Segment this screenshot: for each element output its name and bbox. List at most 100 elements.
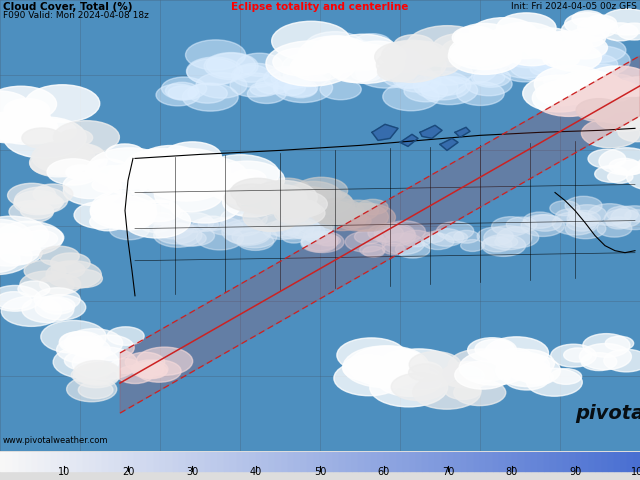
- Bar: [493, 452, 499, 471]
- Ellipse shape: [137, 360, 181, 382]
- Ellipse shape: [570, 46, 630, 76]
- Ellipse shape: [264, 67, 308, 89]
- Bar: [538, 452, 544, 471]
- Text: 10: 10: [58, 467, 70, 477]
- Bar: [26, 452, 32, 471]
- Ellipse shape: [557, 48, 601, 69]
- Ellipse shape: [605, 336, 634, 350]
- Ellipse shape: [223, 187, 282, 217]
- Ellipse shape: [406, 25, 488, 67]
- Ellipse shape: [605, 74, 635, 89]
- Ellipse shape: [576, 98, 622, 122]
- Ellipse shape: [25, 85, 100, 122]
- Bar: [205, 452, 211, 471]
- Bar: [435, 452, 442, 471]
- Bar: [45, 452, 51, 471]
- Ellipse shape: [601, 9, 640, 35]
- Ellipse shape: [220, 215, 264, 236]
- Ellipse shape: [618, 122, 640, 142]
- Ellipse shape: [497, 227, 539, 248]
- Ellipse shape: [71, 368, 100, 382]
- Ellipse shape: [271, 195, 303, 211]
- Ellipse shape: [507, 47, 548, 68]
- Ellipse shape: [186, 57, 243, 85]
- Ellipse shape: [582, 74, 623, 95]
- Bar: [634, 452, 640, 471]
- Ellipse shape: [0, 86, 56, 122]
- Ellipse shape: [374, 223, 415, 243]
- Ellipse shape: [196, 227, 243, 250]
- Ellipse shape: [484, 44, 516, 60]
- Ellipse shape: [42, 149, 92, 174]
- Text: 100: 100: [631, 467, 640, 477]
- Ellipse shape: [53, 346, 118, 379]
- Ellipse shape: [85, 159, 129, 181]
- Ellipse shape: [579, 344, 632, 370]
- Ellipse shape: [164, 174, 214, 199]
- Ellipse shape: [236, 187, 291, 214]
- Ellipse shape: [116, 204, 155, 223]
- Ellipse shape: [303, 188, 332, 202]
- Ellipse shape: [56, 336, 110, 363]
- Bar: [230, 452, 237, 471]
- Ellipse shape: [472, 68, 511, 87]
- Ellipse shape: [8, 183, 56, 207]
- Ellipse shape: [506, 217, 537, 232]
- Ellipse shape: [550, 344, 596, 367]
- Ellipse shape: [556, 209, 585, 224]
- Bar: [627, 452, 634, 471]
- Ellipse shape: [108, 174, 149, 195]
- Bar: [614, 452, 621, 471]
- Ellipse shape: [54, 144, 105, 169]
- Bar: [314, 452, 320, 471]
- Ellipse shape: [567, 210, 600, 227]
- Ellipse shape: [536, 32, 592, 60]
- Ellipse shape: [630, 103, 640, 123]
- Bar: [134, 452, 141, 471]
- Ellipse shape: [122, 210, 154, 227]
- Ellipse shape: [303, 228, 335, 243]
- Ellipse shape: [250, 82, 278, 96]
- Ellipse shape: [618, 23, 640, 40]
- Polygon shape: [420, 125, 442, 138]
- Ellipse shape: [20, 203, 54, 219]
- Ellipse shape: [465, 72, 512, 96]
- Ellipse shape: [0, 216, 49, 254]
- Bar: [621, 452, 627, 471]
- Ellipse shape: [391, 373, 445, 400]
- Bar: [0, 452, 6, 471]
- Ellipse shape: [22, 297, 74, 323]
- Ellipse shape: [330, 59, 378, 83]
- Ellipse shape: [459, 350, 529, 385]
- Bar: [122, 452, 128, 471]
- Ellipse shape: [136, 202, 182, 225]
- Ellipse shape: [51, 253, 90, 273]
- Ellipse shape: [457, 82, 504, 106]
- Ellipse shape: [547, 41, 600, 68]
- Ellipse shape: [90, 196, 157, 229]
- Ellipse shape: [4, 117, 86, 158]
- Ellipse shape: [578, 38, 626, 62]
- Ellipse shape: [505, 39, 559, 66]
- Ellipse shape: [314, 209, 344, 224]
- Ellipse shape: [602, 23, 638, 41]
- Ellipse shape: [18, 122, 58, 142]
- Bar: [307, 452, 314, 471]
- Ellipse shape: [382, 243, 404, 254]
- Ellipse shape: [326, 44, 404, 84]
- Ellipse shape: [236, 53, 283, 76]
- Ellipse shape: [521, 215, 564, 237]
- Ellipse shape: [519, 369, 548, 384]
- Ellipse shape: [348, 346, 429, 386]
- Bar: [608, 452, 614, 471]
- Ellipse shape: [375, 226, 416, 246]
- Ellipse shape: [161, 77, 207, 100]
- Ellipse shape: [328, 34, 399, 70]
- Ellipse shape: [557, 53, 596, 72]
- Ellipse shape: [550, 201, 580, 216]
- Bar: [186, 452, 192, 471]
- Ellipse shape: [208, 217, 243, 235]
- Ellipse shape: [348, 46, 387, 65]
- Ellipse shape: [512, 29, 552, 49]
- Bar: [224, 452, 230, 471]
